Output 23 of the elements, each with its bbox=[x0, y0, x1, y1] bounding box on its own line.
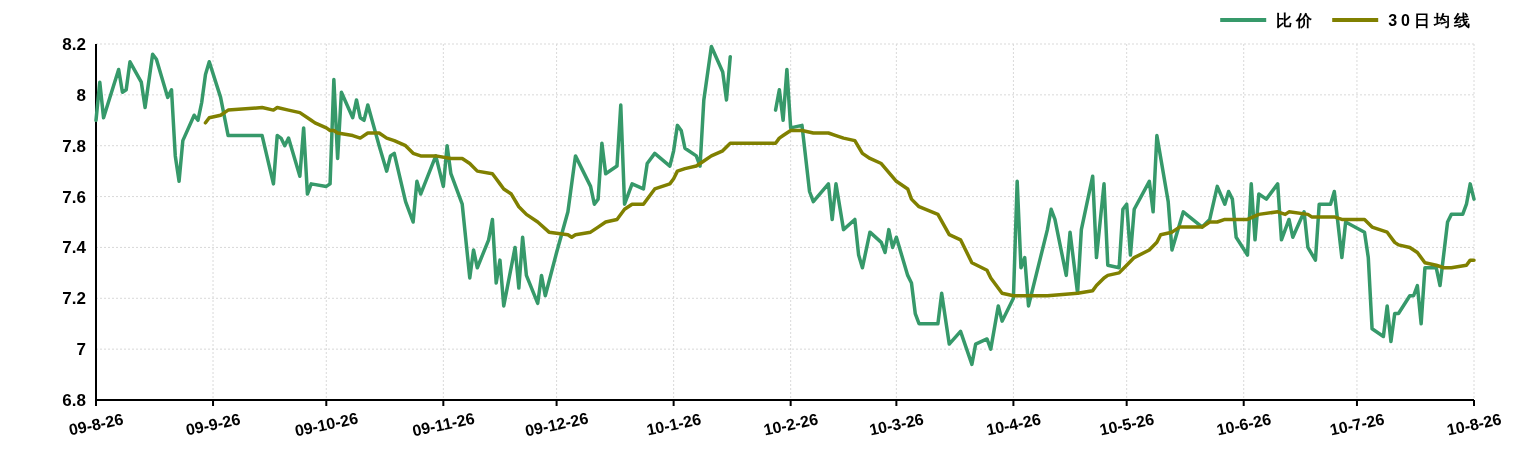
x-tick-label: 10-1-26 bbox=[644, 410, 703, 439]
y-tick-label: 7.8 bbox=[62, 136, 86, 156]
x-tick-label: 09-9-26 bbox=[184, 410, 242, 439]
legend-label: 比价 bbox=[1276, 12, 1317, 29]
legend-label: 30日均线 bbox=[1388, 12, 1474, 29]
x-tick-label: 10-3-26 bbox=[867, 410, 926, 439]
x-tick-label: 10-8-26 bbox=[1445, 410, 1503, 439]
x-tick-label: 09-8-26 bbox=[67, 410, 125, 439]
x-tick-label: 10-4-26 bbox=[984, 410, 1043, 439]
x-tick-label: 10-2-26 bbox=[762, 410, 820, 439]
x-tick-label: 09-11-26 bbox=[410, 409, 477, 440]
x-tick-label: 10-5-26 bbox=[1098, 410, 1156, 439]
y-tick-label: 7.4 bbox=[62, 238, 87, 258]
x-tick-label: 10-6-26 bbox=[1215, 410, 1273, 439]
y-tick-label: 8.2 bbox=[62, 35, 86, 54]
y-tick-label: 7.2 bbox=[62, 289, 86, 309]
x-tick-label: 09-12-26 bbox=[523, 409, 590, 440]
y-tick-label: 7.6 bbox=[62, 187, 86, 207]
y-tick-label: 8 bbox=[76, 85, 86, 105]
x-tick-label: 09-10-26 bbox=[293, 409, 360, 440]
y-tick-label: 6.8 bbox=[62, 391, 86, 410]
x-tick-label: 10-7-26 bbox=[1328, 410, 1386, 439]
y-tick-label: 7 bbox=[76, 340, 86, 360]
